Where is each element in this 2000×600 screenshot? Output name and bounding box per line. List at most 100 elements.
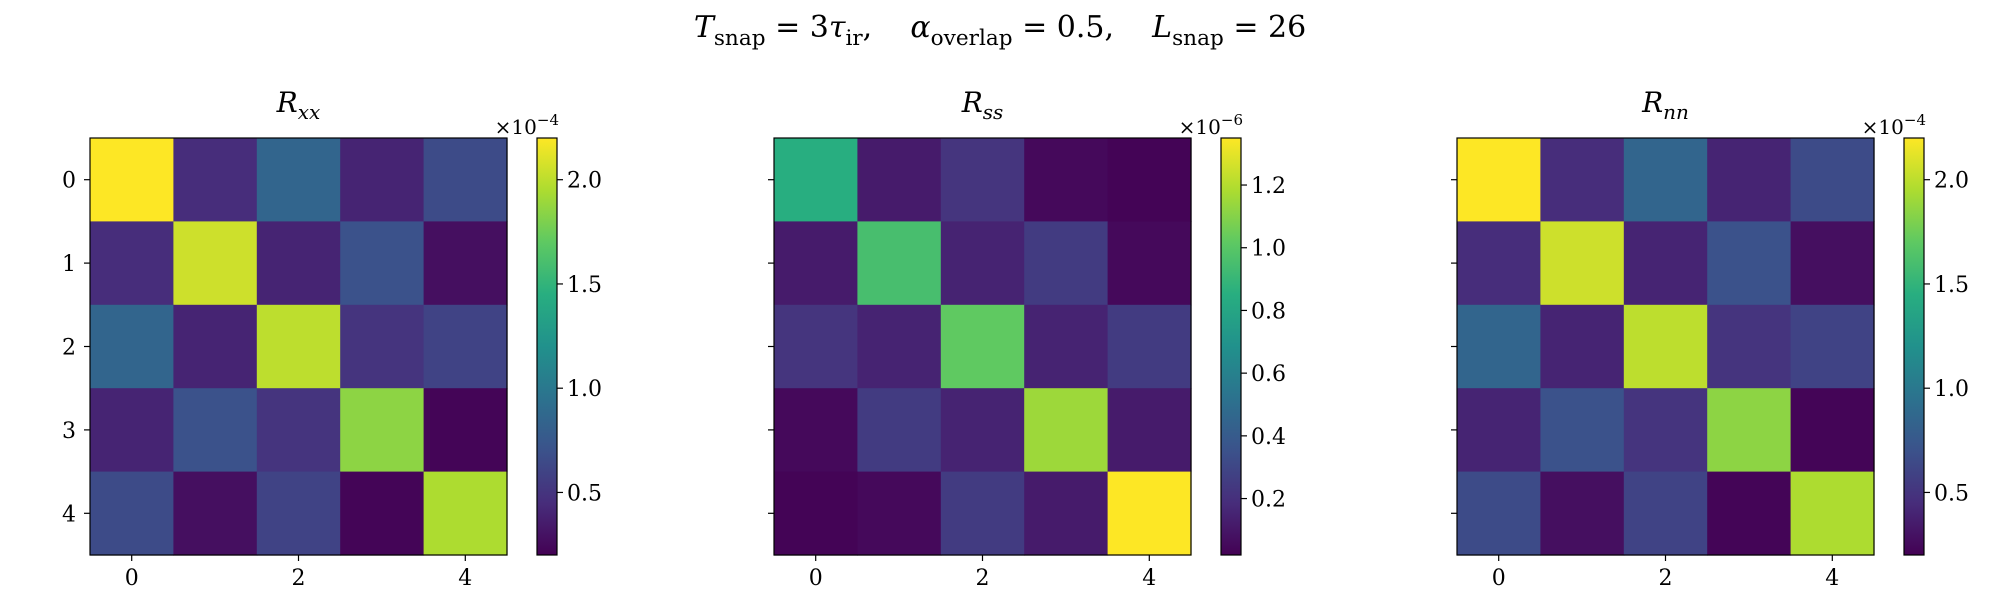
colorbar-exponent-power: −6 [1221, 111, 1243, 129]
heatmap-cell [1107, 221, 1192, 306]
heatmap-cell [423, 304, 508, 389]
heatmap-cell [774, 471, 858, 556]
heatmap-cell [857, 138, 942, 222]
heatmap-cell [340, 221, 425, 306]
heatmap-cell [857, 221, 942, 306]
x-tick-label: 2 [976, 566, 990, 591]
y-tick-label: 0 [62, 169, 76, 194]
colorbar [1220, 137, 1242, 556]
y-tick-label: 2 [62, 336, 76, 361]
heatmap-cell [1707, 221, 1792, 306]
colorbar-tick-label: 0.2 [1251, 488, 1286, 513]
colorbar-tick-label: 0.4 [1251, 425, 1286, 450]
heatmap-cell [1790, 304, 1875, 389]
colorbar-tick-label: 1.5 [567, 273, 602, 298]
heatmap-cell [1790, 221, 1875, 306]
heatmap-cell [1707, 304, 1792, 389]
x-tick-label: 4 [1825, 566, 1839, 591]
colorbar-tick-label: 0.6 [1251, 362, 1286, 387]
colorbar-tick-label: 0.8 [1251, 299, 1286, 324]
colorbar-tick-label: 1.2 [1251, 174, 1286, 199]
heatmap-cell [1623, 304, 1708, 389]
heatmap-cell [1107, 304, 1192, 389]
heatmap-cell [1790, 471, 1875, 556]
panel-title-sub: xx [298, 100, 321, 124]
heatmap-cell [340, 471, 425, 556]
colorbar [536, 137, 558, 556]
heatmap-cell [1707, 471, 1792, 556]
colorbar-exponent: ×10−4 [1862, 111, 1926, 139]
heatmap-cell [857, 388, 942, 473]
heatmap-cell [90, 221, 174, 306]
colorbar [1903, 137, 1925, 556]
colorbar-tick-label: 1.0 [567, 377, 602, 402]
panel-title-sub: ss [983, 100, 1004, 124]
colorbar-tick-label: 0.5 [1934, 481, 1969, 506]
heatmap-panel-ss: Rss 0 2 4 0.2 0.4 0.6 0.8 1.0 1.2 ×10−6 [768, 86, 1286, 591]
colorbar-tick-label: 1.0 [1934, 377, 1969, 402]
heatmap-cell [940, 138, 1025, 222]
colorbar-tick-label: 1.0 [1251, 237, 1286, 262]
heatmap-cell [256, 138, 341, 222]
y-tick-label: 3 [62, 419, 76, 444]
heatmap-cell [940, 388, 1025, 473]
heatmap-cell [423, 138, 508, 222]
heatmap-cell [90, 388, 174, 473]
panel-title-var: R [1641, 86, 1663, 119]
heatmap-cell [774, 388, 858, 473]
heatmap-cell [940, 471, 1025, 556]
heatmap-cell [857, 304, 942, 389]
heatmap-panel-xx: Rxx 0 2 4 0 1 2 3 4 0.5 1.0 1.5 2.0 ×10−4 [62, 86, 602, 591]
heatmap-cell [90, 304, 174, 389]
heatmap-cell [1107, 138, 1192, 222]
heatmap-cell [1540, 304, 1625, 389]
heatmap-cell [256, 304, 341, 389]
heatmap-cell [1623, 221, 1708, 306]
heatmap-cell [173, 471, 258, 556]
heatmap-cell [423, 471, 508, 556]
heatmap-cell [1540, 388, 1625, 473]
heatmap-cell [90, 471, 174, 556]
heatmap-cell [857, 471, 942, 556]
heatmap-cell [1457, 304, 1541, 389]
colorbar-exponent-power: −4 [1904, 111, 1926, 129]
heatmap-cell [256, 221, 341, 306]
heatmap-cell [90, 138, 174, 222]
heatmap-cell [1457, 471, 1541, 556]
heatmap-cell [1540, 471, 1625, 556]
heatmap-cell [940, 304, 1025, 389]
x-tick-label: 4 [1142, 566, 1156, 591]
heatmap-cell [256, 471, 341, 556]
colorbar-tick-label: 0.5 [567, 481, 602, 506]
heatmap-cell [173, 221, 258, 306]
heatmap-cell [1457, 138, 1541, 222]
heatmap-cell [1790, 388, 1875, 473]
heatmap-cell [1024, 304, 1109, 389]
panel-title: Rxx [276, 86, 321, 124]
y-tick-label: 1 [62, 252, 76, 277]
heatmap-cell [1623, 471, 1708, 556]
heatmap-cell [1024, 471, 1109, 556]
heatmap-cell [1024, 221, 1109, 306]
y-tick-label: 4 [62, 502, 76, 527]
heatmap-cell [1024, 138, 1109, 222]
panel-title-var: R [276, 86, 298, 119]
x-tick-label: 2 [292, 566, 306, 591]
panel-title: Rnn [1641, 86, 1689, 124]
colorbar-exponent-base: ×10 [1862, 115, 1904, 139]
colorbar-exponent-power: −4 [537, 111, 559, 129]
heatmap-cell [940, 221, 1025, 306]
panel-title-var: R [961, 86, 983, 119]
panel-title: Rss [961, 86, 1004, 124]
heatmap-cell [1707, 388, 1792, 473]
heatmap-cell [1540, 138, 1625, 222]
heatmap-cell [1540, 221, 1625, 306]
heatmap-cell [1623, 138, 1708, 222]
heatmap-cell [1107, 471, 1192, 556]
x-tick-label: 0 [1492, 566, 1506, 591]
x-tick-label: 0 [125, 566, 139, 591]
heatmap-cell [774, 221, 858, 306]
heatmap-cell [1707, 138, 1792, 222]
heatmap-cell [774, 304, 858, 389]
colorbar-exponent: ×10−4 [495, 111, 559, 139]
